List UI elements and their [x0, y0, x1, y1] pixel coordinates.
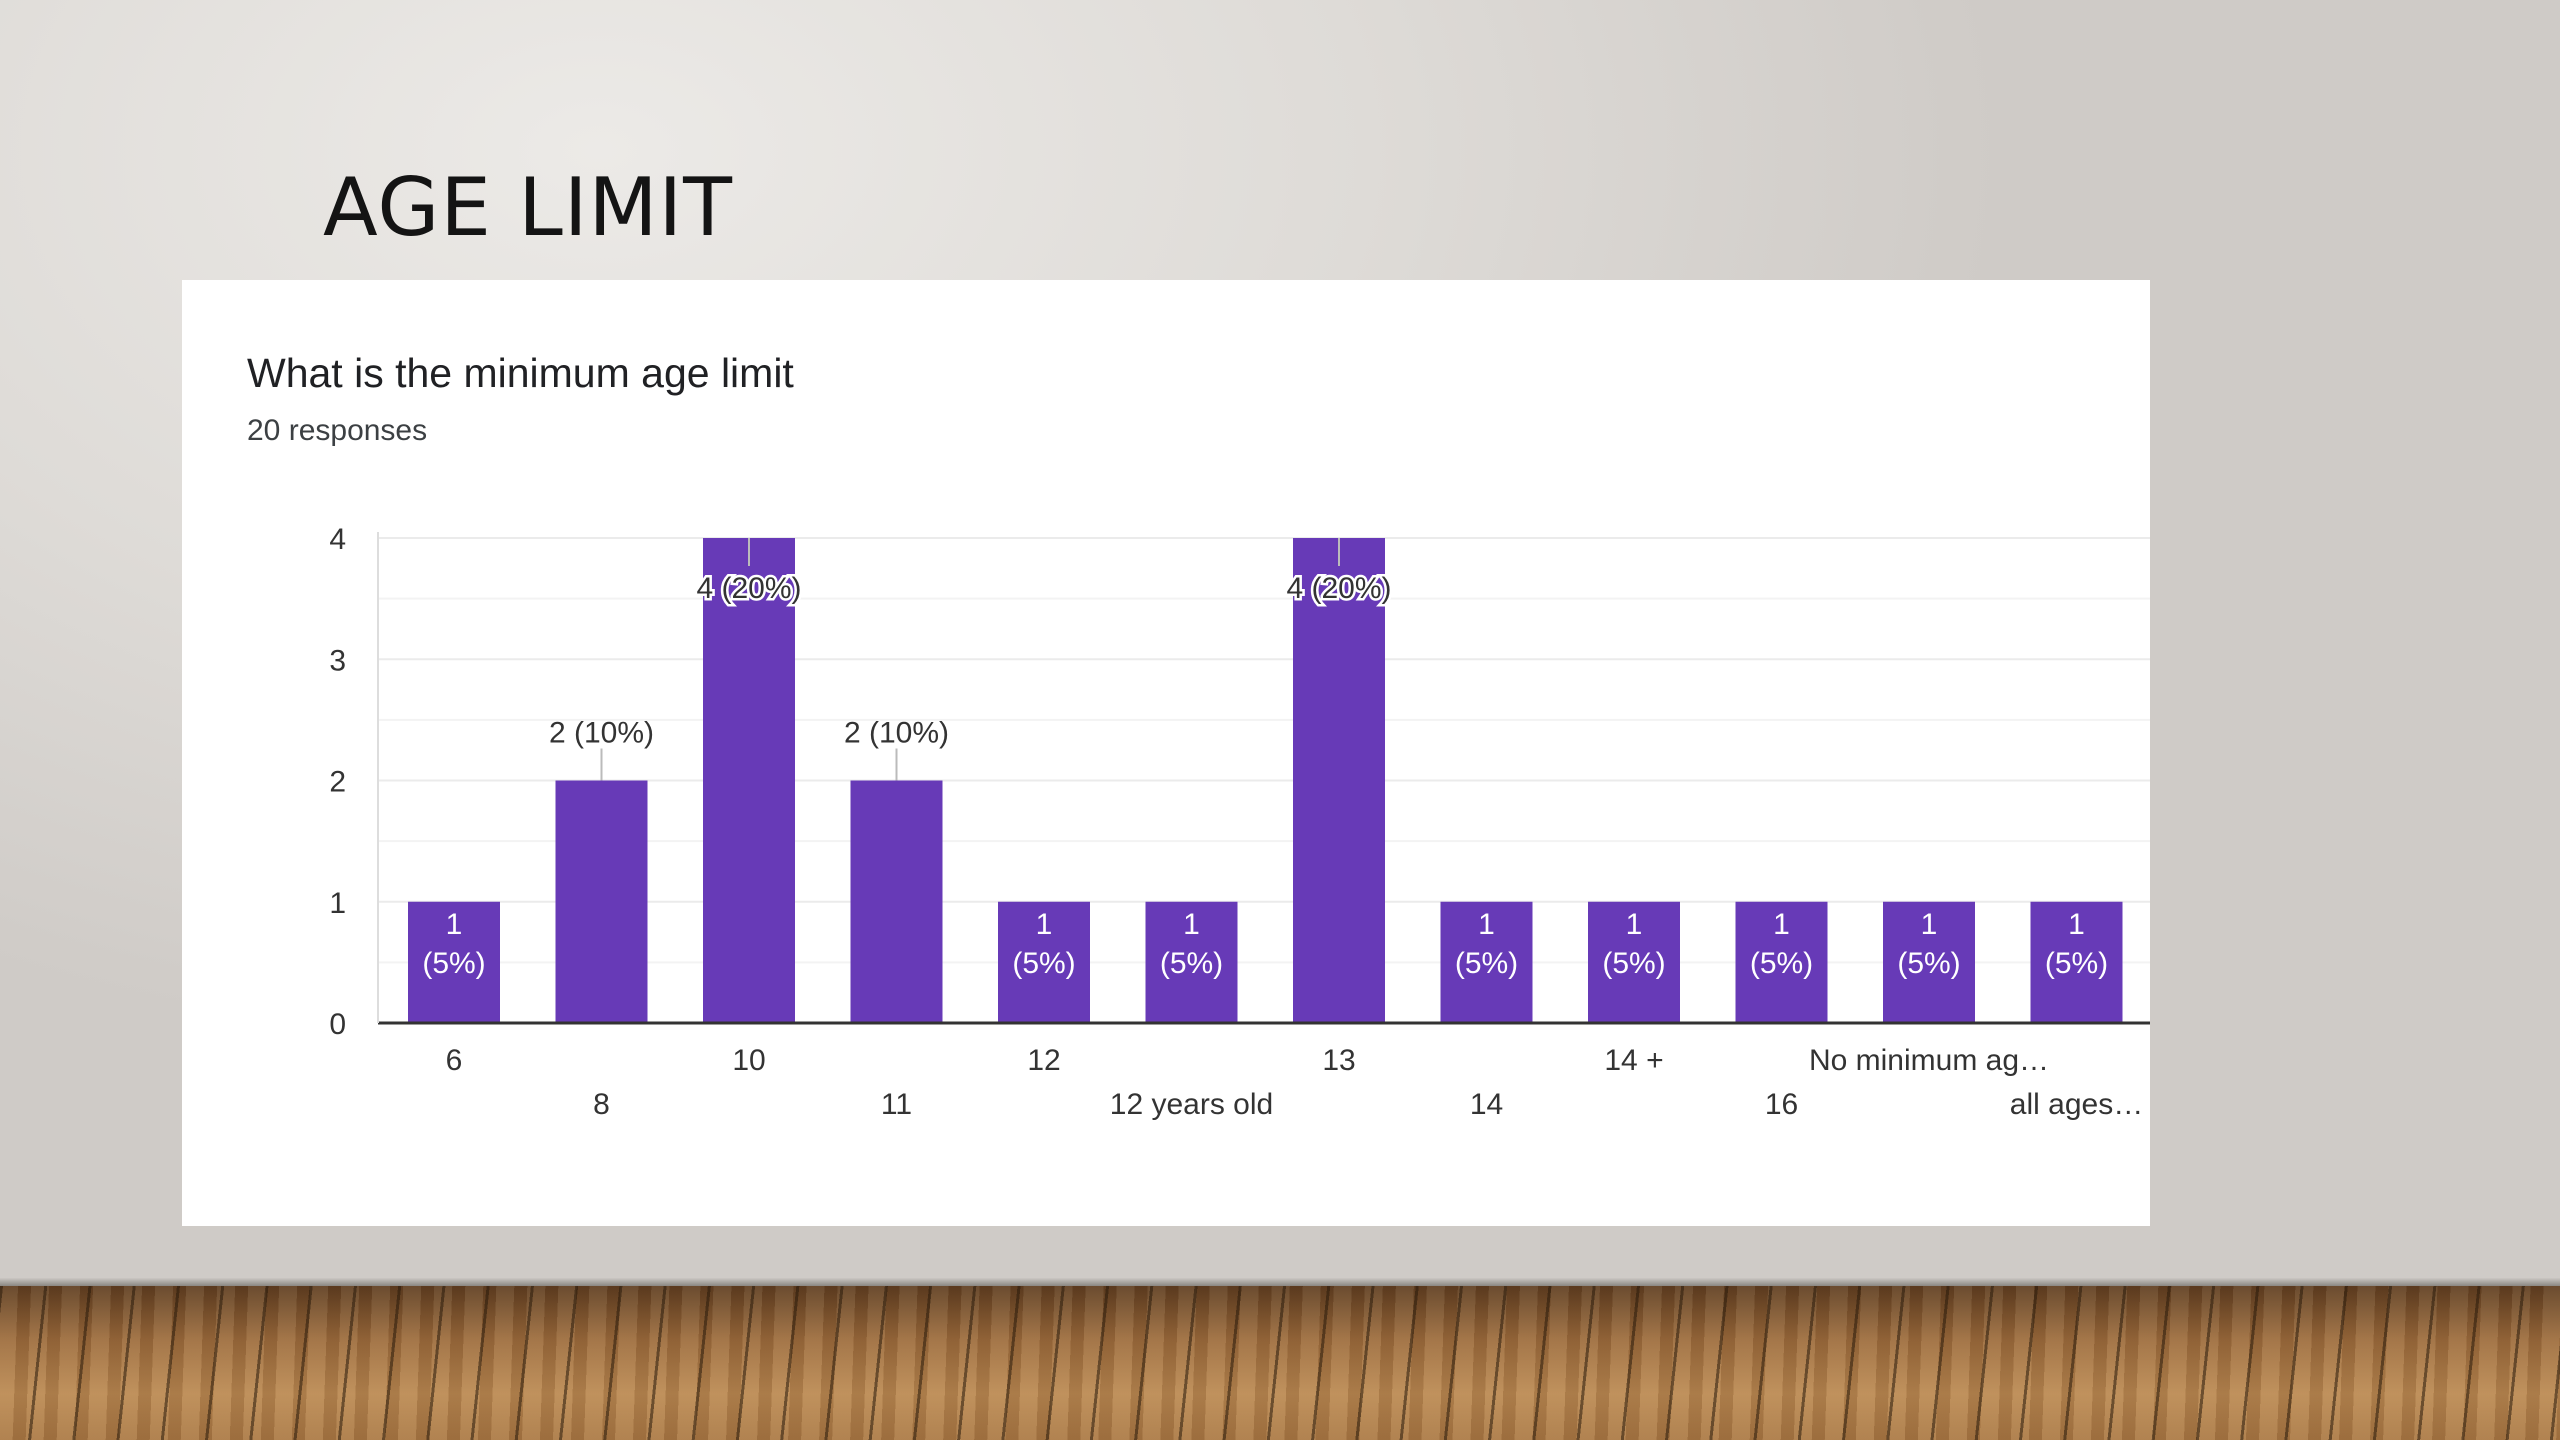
data-label-percent: (5%): [1897, 947, 1960, 980]
x-tick-label: 6: [446, 1044, 463, 1077]
data-label-count: 1: [1773, 908, 1790, 941]
bar: [555, 780, 648, 1023]
bar: [703, 538, 795, 1023]
bar: [1145, 901, 1238, 1023]
y-tick-label: 1: [329, 887, 346, 920]
y-tick-label: 0: [329, 1008, 346, 1041]
data-label-percent: (5%): [1455, 947, 1518, 980]
bar: [1883, 901, 1975, 1023]
data-label-count: 1: [1036, 908, 1053, 941]
x-tick-label: 11: [881, 1088, 912, 1121]
chart-question-title: What is the minimum age limit: [247, 350, 794, 396]
data-label-percent: (5%): [1602, 947, 1665, 980]
data-label: 4 (20%): [696, 572, 801, 605]
bar: [1735, 901, 1828, 1023]
bar: [1440, 901, 1533, 1023]
x-tick-label: 12: [1027, 1044, 1060, 1077]
x-tick-label: 8: [593, 1088, 610, 1121]
data-label-count: 1: [2068, 908, 2085, 941]
y-tick-label: 3: [329, 644, 346, 677]
bar: [998, 901, 1090, 1023]
x-tick-label: all ages…: [2010, 1088, 2143, 1121]
chart-card: What is the minimum age limit 20 respons…: [182, 280, 2150, 1226]
x-tick-label: 13: [1322, 1044, 1355, 1077]
data-label-percent: (5%): [1750, 947, 1813, 980]
x-tick-label: 16: [1765, 1088, 1798, 1121]
bar: [1293, 538, 1385, 1023]
data-label-count: 1: [1183, 908, 1200, 941]
bar: [1588, 901, 1680, 1023]
response-count: 20 responses: [247, 414, 428, 447]
slide-title: AGE LIMIT: [323, 161, 733, 254]
x-tick-label: 14 +: [1604, 1044, 1663, 1077]
data-label-count: 1: [1478, 908, 1495, 941]
data-label: 2 (10%): [549, 717, 654, 750]
bar: [2030, 901, 2123, 1023]
data-label-percent: (5%): [422, 947, 485, 980]
wood-floor: [0, 1286, 2560, 1440]
data-label-percent: (5%): [1160, 947, 1223, 980]
data-label-count: 1: [446, 908, 463, 941]
y-tick-label: 4: [329, 523, 346, 556]
x-tick-label: No minimum ag…: [1809, 1044, 2049, 1077]
data-label-percent: (5%): [1012, 947, 1075, 980]
data-label: 2 (10%): [844, 717, 949, 750]
y-tick-label: 2: [329, 766, 346, 799]
bar: [850, 780, 943, 1023]
bar: [408, 901, 500, 1023]
data-label: 4 (20%): [1286, 572, 1391, 605]
data-label-percent: (5%): [2045, 947, 2108, 980]
wall-baseboard: [0, 1278, 2560, 1286]
x-tick-label: 10: [732, 1044, 765, 1077]
x-tick-label: 14: [1470, 1088, 1503, 1121]
data-label-count: 1: [1626, 908, 1643, 941]
x-tick-label: 12 years old: [1110, 1088, 1273, 1121]
data-label-count: 1: [1921, 908, 1938, 941]
